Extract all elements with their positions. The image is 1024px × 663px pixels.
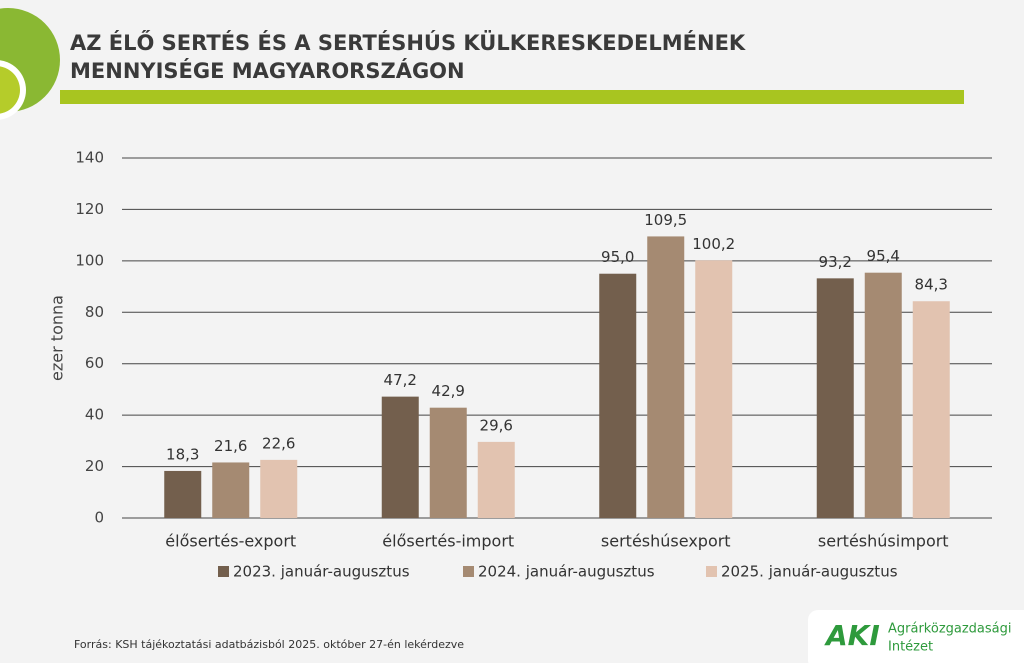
bar: [260, 459, 298, 518]
y-tick-label: 20: [85, 457, 104, 475]
data-label: 29,6: [480, 416, 513, 434]
data-label: 18,3: [166, 445, 199, 463]
legend-label: 2023. január-augusztus: [233, 563, 410, 581]
y-tick-label: 40: [85, 406, 104, 424]
data-label: 93,2: [819, 253, 852, 271]
data-label: 100,2: [692, 235, 735, 253]
y-tick-label: 60: [85, 354, 104, 372]
x-tick-label: élősertés-import: [382, 532, 514, 551]
bar: [647, 236, 685, 518]
legend-label: 2025. január-augusztus: [721, 563, 898, 581]
bar: [864, 272, 902, 518]
data-label: 95,0: [601, 248, 634, 266]
data-label: 42,9: [432, 382, 465, 400]
data-label: 109,5: [644, 211, 687, 229]
data-label: 22,6: [262, 434, 295, 452]
logo-text: Agrárközgazdasági: [888, 622, 1012, 637]
source-note: Forrás: KSH tájékoztatási adatbázisból 2…: [74, 638, 464, 651]
logo-text: Intézet: [888, 640, 933, 655]
data-label: 95,4: [867, 247, 900, 265]
logo-box: [808, 610, 1024, 663]
data-label: 47,2: [384, 371, 417, 389]
legend-swatch: [218, 566, 229, 577]
logo-mark: AKI: [824, 619, 880, 652]
bar: [912, 301, 950, 518]
data-label: 84,3: [915, 276, 948, 294]
title-underline: [60, 90, 964, 104]
decor-circle: [0, 66, 20, 114]
x-tick-label: élősertés-export: [165, 532, 296, 551]
bar: [695, 260, 733, 518]
y-axis-label: ezer tonna: [48, 295, 67, 381]
bar: [599, 273, 637, 518]
x-tick-label: sertéshúsimport: [818, 532, 949, 551]
y-tick-label: 120: [75, 200, 104, 218]
y-tick-label: 100: [75, 251, 104, 269]
chart-title: MENNYISÉGE MAGYARORSZÁGON: [70, 58, 465, 83]
legend-swatch: [463, 566, 474, 577]
x-tick-label: sertéshúsexport: [601, 532, 731, 551]
legend-label: 2024. január-augusztus: [478, 563, 655, 581]
y-tick-label: 140: [75, 149, 104, 167]
y-tick-label: 0: [94, 509, 104, 527]
bar: [816, 278, 854, 518]
legend-swatch: [706, 566, 717, 577]
bar: [477, 441, 515, 518]
data-label: 21,6: [214, 437, 247, 455]
bar: [212, 462, 250, 518]
chart-title: AZ ÉLŐ SERTÉS ÉS A SERTÉSHÚS KÜLKERESKED…: [70, 30, 746, 55]
bar: [381, 396, 419, 518]
bar: [164, 470, 202, 518]
y-tick-label: 80: [85, 303, 104, 321]
bar: [429, 407, 467, 518]
